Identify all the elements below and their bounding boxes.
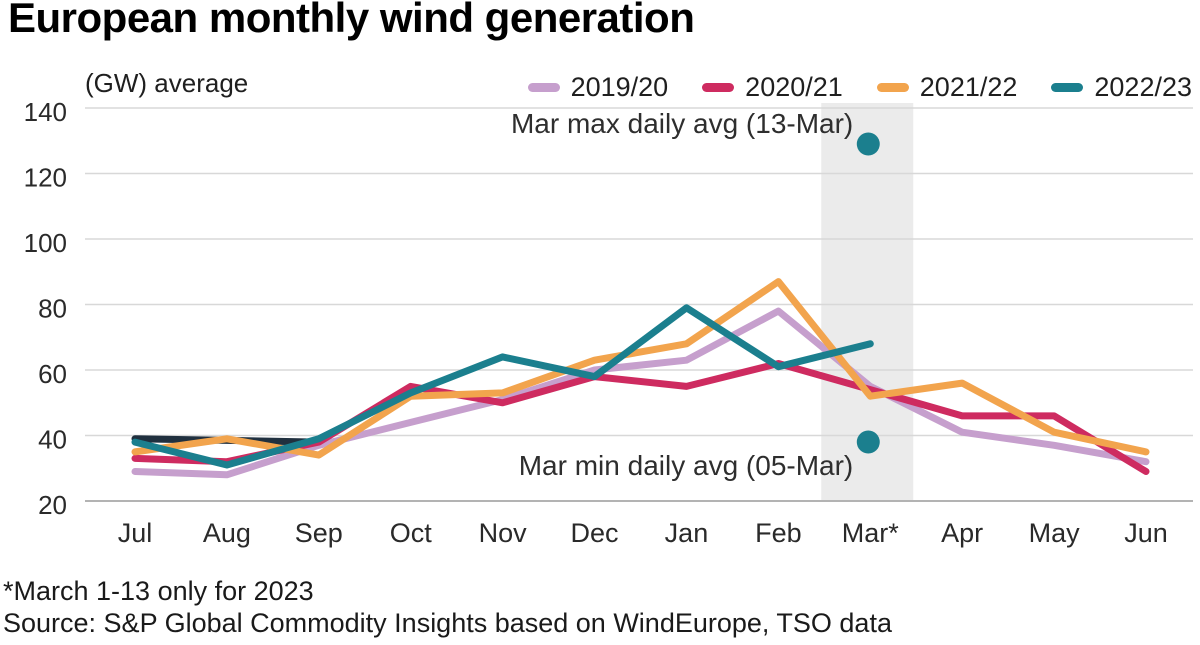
- x-tick-label: Oct: [390, 518, 433, 548]
- y-tick-label: 140: [24, 97, 67, 127]
- y-tick-label: 20: [38, 490, 67, 520]
- legend-swatch: [702, 83, 735, 92]
- y-axis-unit-label: (GW) average: [85, 68, 249, 98]
- legend-item-2019-20: 2019/20: [527, 72, 669, 103]
- series-line-2022-23: [131, 304, 874, 469]
- y-tick-label: 80: [38, 294, 67, 324]
- x-tick-label: Jan: [665, 518, 709, 548]
- legend-item-2021-22: 2021/22: [876, 72, 1018, 103]
- legend-swatch: [1051, 83, 1084, 92]
- page-title: European monthly wind generation: [8, 0, 695, 41]
- annotation-label-min: Mar min daily avg (05-Mar): [519, 450, 854, 481]
- x-tick-label: May: [1029, 518, 1081, 548]
- x-tick-label: Jun: [1124, 518, 1168, 548]
- legend-swatch: [527, 83, 560, 92]
- x-tick-label: Jul: [118, 518, 153, 548]
- x-tick-label: Aug: [203, 518, 251, 548]
- legend-label: 2019/20: [570, 72, 669, 102]
- annotation-dot-max: [856, 132, 880, 156]
- legend-label: 2020/21: [745, 72, 843, 102]
- legend-label: 2022/23: [1094, 72, 1192, 102]
- legend: 2019/20 2020/21 2021/22 2022/23: [527, 72, 1192, 103]
- x-tick-label: Sep: [295, 518, 343, 548]
- x-tick-label: Apr: [941, 518, 983, 548]
- legend-swatch: [876, 83, 909, 92]
- x-tick-label: Nov: [479, 518, 528, 548]
- y-tick-label: 60: [38, 359, 67, 389]
- x-tick-label: Dec: [571, 518, 619, 548]
- y-tick-label: 120: [24, 163, 67, 193]
- legend-label: 2021/22: [919, 72, 1018, 102]
- legend-item-2020-21: 2020/21: [702, 72, 843, 103]
- source-line: Source: S&P Global Commodity Insights ba…: [3, 608, 892, 638]
- annotation-label-max: Mar max daily avg (13-Mar): [511, 108, 853, 139]
- x-tick-label: Feb: [755, 518, 802, 548]
- legend-item-2022-23: 2022/23: [1051, 72, 1192, 103]
- y-tick-label: 100: [24, 228, 67, 258]
- x-tick-label: Mar*: [842, 518, 899, 548]
- series-line-2021-22: [131, 278, 1150, 459]
- annotation-dot-min: [856, 430, 880, 454]
- footnote: *March 1-13 only for 2023: [3, 576, 314, 606]
- y-tick-label: 40: [38, 425, 67, 455]
